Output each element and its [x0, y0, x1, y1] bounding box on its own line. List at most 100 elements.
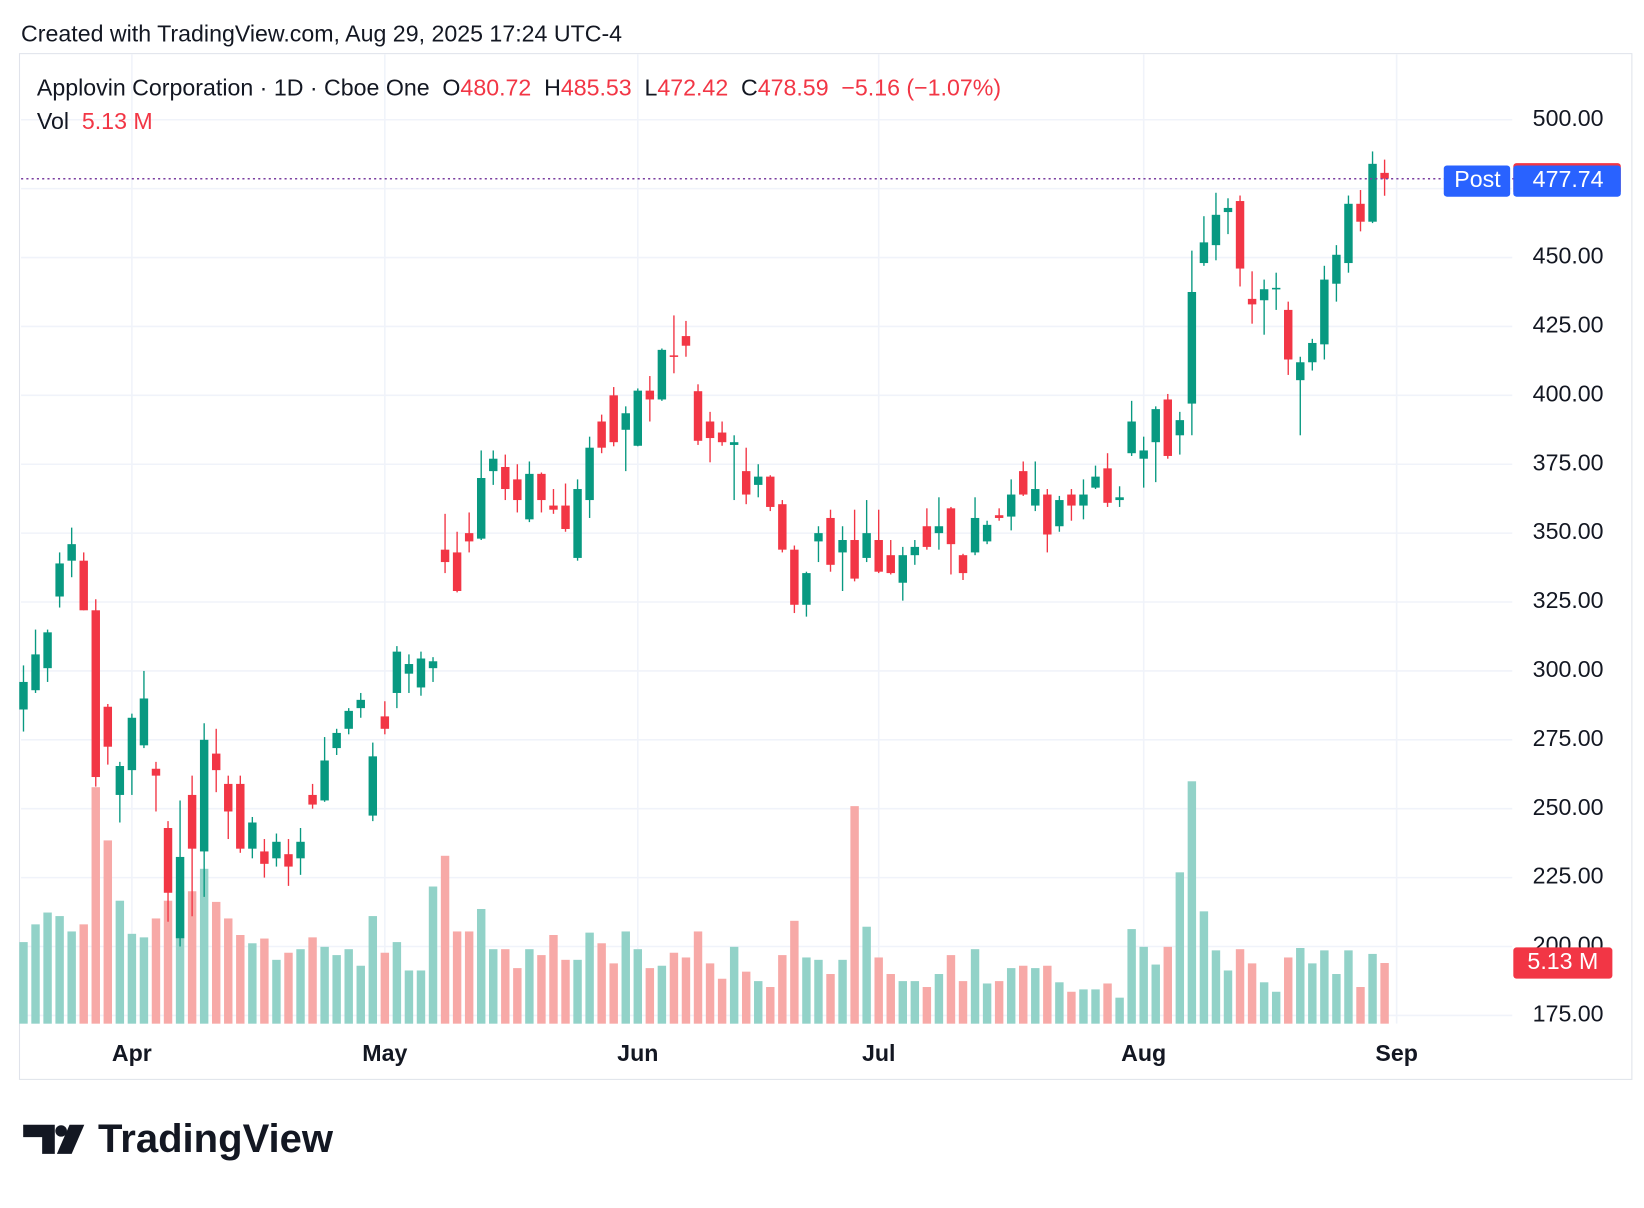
candle-body	[754, 476, 763, 485]
candle-body	[657, 349, 667, 400]
candle-body	[1163, 399, 1172, 456]
candle-body	[681, 336, 691, 346]
legend-symbol: Applovin Corporation · 1D · Cboe One	[37, 75, 430, 101]
volume-bar	[1006, 968, 1016, 1024]
volume-bar	[970, 949, 980, 1024]
candle-body	[1151, 409, 1160, 443]
volume-bar	[609, 963, 618, 1024]
legend-change: −5.16 (−1.07%)	[841, 75, 1001, 101]
volume-bar	[79, 924, 88, 1024]
volume-bar	[356, 965, 365, 1024]
volume-bar	[368, 916, 378, 1024]
volume-bar	[1223, 970, 1233, 1024]
candle-body	[91, 610, 100, 778]
volume-bar	[1175, 872, 1185, 1024]
candle-body	[489, 458, 498, 472]
volume-bar	[1067, 991, 1076, 1024]
volume-bar	[1103, 983, 1112, 1024]
candle-body	[621, 413, 630, 430]
volume-bar	[838, 959, 847, 1024]
legend-volume-value: 5.13 M	[82, 108, 153, 134]
axes: 175.00200.00225.00250.00275.00300.00325.…	[21, 105, 1621, 1066]
volume-bar	[452, 931, 462, 1024]
candle-body	[994, 515, 1004, 518]
volume-bar	[1211, 950, 1221, 1024]
volume-bar	[31, 924, 40, 1024]
candle-body	[982, 524, 992, 542]
y-tick-label: 325.00	[1533, 587, 1604, 613]
volume-bar	[1344, 950, 1353, 1024]
legend-low: 472.42	[657, 75, 728, 101]
volume-bar	[621, 931, 630, 1024]
volume-bar	[741, 971, 751, 1024]
candle-body	[320, 760, 329, 801]
candle-body	[946, 508, 956, 545]
volume-bar	[260, 938, 269, 1024]
candle-body	[151, 768, 161, 776]
volume-bar	[633, 949, 643, 1024]
candle-body	[729, 442, 739, 445]
volume-bar	[1259, 982, 1269, 1024]
volume-bar	[886, 974, 895, 1024]
x-tick-label: Jun	[617, 1040, 658, 1066]
legend-high: 485.53	[561, 75, 632, 101]
candle-body	[1380, 172, 1389, 179]
volume-bar	[681, 957, 691, 1024]
volume-bar	[657, 965, 667, 1024]
candle-body	[115, 765, 125, 795]
y-tick-label: 400.00	[1533, 381, 1604, 407]
volume-bar	[211, 901, 221, 1024]
candle-body	[296, 841, 305, 859]
candle-body	[1006, 494, 1016, 517]
candle-body	[380, 716, 390, 729]
volume-bar	[705, 963, 715, 1024]
candle-body	[1235, 201, 1245, 269]
candle-body	[669, 355, 679, 357]
volume-bar	[1151, 964, 1160, 1024]
post-tag	[1443, 165, 1511, 197]
volume-bar	[224, 918, 233, 1024]
volume-bar	[1187, 781, 1197, 1024]
chart-frame	[18, 53, 1633, 1080]
candle-body	[79, 560, 88, 611]
volume-bar	[489, 949, 498, 1024]
volume-bar	[127, 933, 137, 1024]
candle-body	[1103, 468, 1112, 503]
volume-bar	[826, 974, 835, 1024]
volume-bar	[1235, 949, 1245, 1024]
logo-mark	[23, 1124, 55, 1154]
candle-body	[211, 753, 221, 771]
candle-body	[187, 794, 197, 849]
legend-close-label: C	[741, 75, 758, 101]
volume-bar	[1043, 965, 1052, 1024]
candle-body	[272, 841, 281, 859]
candle-body	[802, 573, 811, 605]
candle-body	[1055, 500, 1064, 527]
candle-body	[1139, 450, 1148, 459]
volume-bar	[392, 942, 402, 1024]
volume-bar	[802, 957, 811, 1024]
candle-body	[1187, 291, 1197, 404]
legend-volume-label: Vol	[37, 108, 69, 134]
candle-body	[127, 717, 137, 771]
x-tick-label: Aug	[1121, 1040, 1166, 1066]
candle-body	[814, 533, 823, 542]
candle-body	[67, 544, 76, 561]
candle-body	[501, 466, 510, 490]
candle-body	[284, 854, 293, 867]
post-label: Post	[1454, 166, 1501, 192]
logo-slash	[56, 1124, 85, 1154]
candle-body	[1271, 287, 1281, 290]
volume-bar	[139, 937, 149, 1024]
volume-bar	[332, 955, 341, 1024]
candle-body	[464, 533, 474, 542]
candle-body	[428, 661, 438, 669]
volume-bar	[934, 974, 944, 1024]
candle-body	[1067, 494, 1076, 506]
candle-body	[525, 473, 534, 520]
candle-body	[537, 473, 546, 501]
volume-bar	[236, 934, 245, 1024]
volume-bar	[428, 886, 438, 1024]
volume-bar	[1284, 957, 1293, 1024]
volume-bar	[874, 957, 883, 1024]
